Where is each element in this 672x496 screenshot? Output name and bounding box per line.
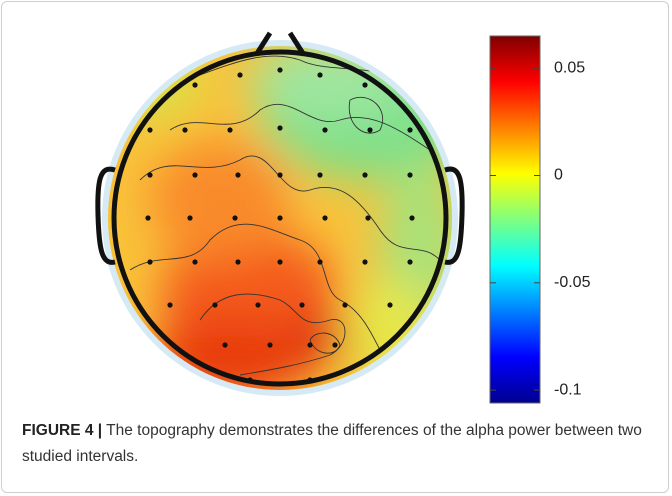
electrode [137, 87, 143, 93]
electrode [235, 172, 241, 178]
electrode [417, 87, 423, 93]
electrode [277, 67, 283, 73]
electrode [362, 82, 368, 88]
electrode [232, 215, 238, 221]
electrode [407, 127, 413, 133]
electrode [407, 172, 413, 178]
electrode [235, 259, 241, 265]
electrode [367, 127, 373, 133]
electrode [277, 172, 283, 178]
electrode [277, 259, 283, 265]
electrode [147, 172, 153, 178]
electrode [145, 215, 151, 221]
caption-text: The topography demonstrates the differen… [22, 422, 642, 465]
electrode [255, 302, 261, 308]
colorbar-tick-label: -0.05 [554, 274, 591, 291]
colorbar-tick-label: 0 [554, 167, 563, 184]
electrode [167, 302, 173, 308]
electrode [362, 259, 368, 265]
electrode [332, 342, 338, 348]
electrode [187, 215, 193, 221]
caption: FIGURE 4 | The topography demonstrates t… [22, 418, 652, 470]
electrode [227, 127, 233, 133]
electrode [192, 172, 198, 178]
electrode [409, 215, 415, 221]
electrode [317, 259, 323, 265]
electrode [362, 172, 368, 178]
topomap [95, 31, 465, 396]
electrode [407, 259, 413, 265]
electrode [147, 127, 153, 133]
electrode [365, 215, 371, 221]
electrode [192, 82, 198, 88]
electrode [317, 172, 323, 178]
electrode [322, 127, 328, 133]
electrode [182, 127, 188, 133]
electrode [267, 342, 273, 348]
colorbar [489, 35, 541, 404]
electrode [212, 302, 218, 308]
electrode [322, 215, 328, 221]
electrode [307, 342, 313, 348]
electrode [147, 259, 153, 265]
electrode [277, 215, 283, 221]
electrode [387, 302, 393, 308]
electrode [342, 302, 348, 308]
electrode [222, 342, 228, 348]
figure: 0.05 0 -0.05 -0.1 [95, 31, 591, 404]
electrode [192, 259, 198, 265]
colorbar-tick-label: 0.05 [554, 59, 585, 76]
colorbar-tick-label: -0.1 [554, 381, 582, 398]
electrode [237, 72, 243, 78]
electrode [317, 72, 323, 78]
electrode [299, 302, 305, 308]
electrode [277, 125, 283, 131]
caption-label: FIGURE 4 | [22, 422, 103, 439]
